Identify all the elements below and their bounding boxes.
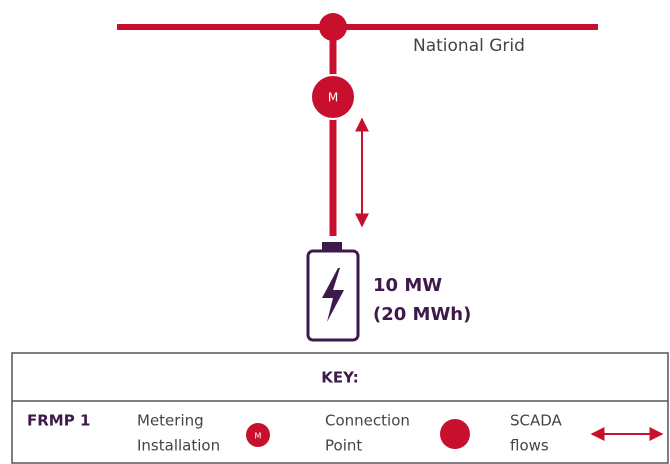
key-party: FRMP 1	[27, 412, 90, 430]
key-connection-icon	[440, 419, 470, 449]
key-meter-label: M	[255, 432, 262, 441]
key-meter-icon	[246, 423, 270, 447]
key-item-label: Connection	[325, 412, 410, 430]
lightning-icon	[322, 268, 344, 322]
battery-power: 10 MW	[373, 275, 442, 296]
connection-point	[319, 13, 347, 41]
key-title: KEY:	[321, 369, 358, 387]
battery-energy: (20 MWh)	[373, 304, 471, 325]
key-item-label: Point	[325, 437, 362, 455]
key-item-label: Metering	[137, 412, 204, 430]
key-item-label: flows	[510, 437, 549, 455]
key-item-label: Installation	[137, 437, 220, 455]
grid-label: National Grid	[413, 36, 525, 56]
key-box	[11, 352, 669, 464]
meter-label: M	[328, 91, 338, 105]
battery-cap	[322, 242, 342, 251]
meter	[310, 74, 356, 120]
key-item-label: SCADA	[510, 412, 563, 430]
